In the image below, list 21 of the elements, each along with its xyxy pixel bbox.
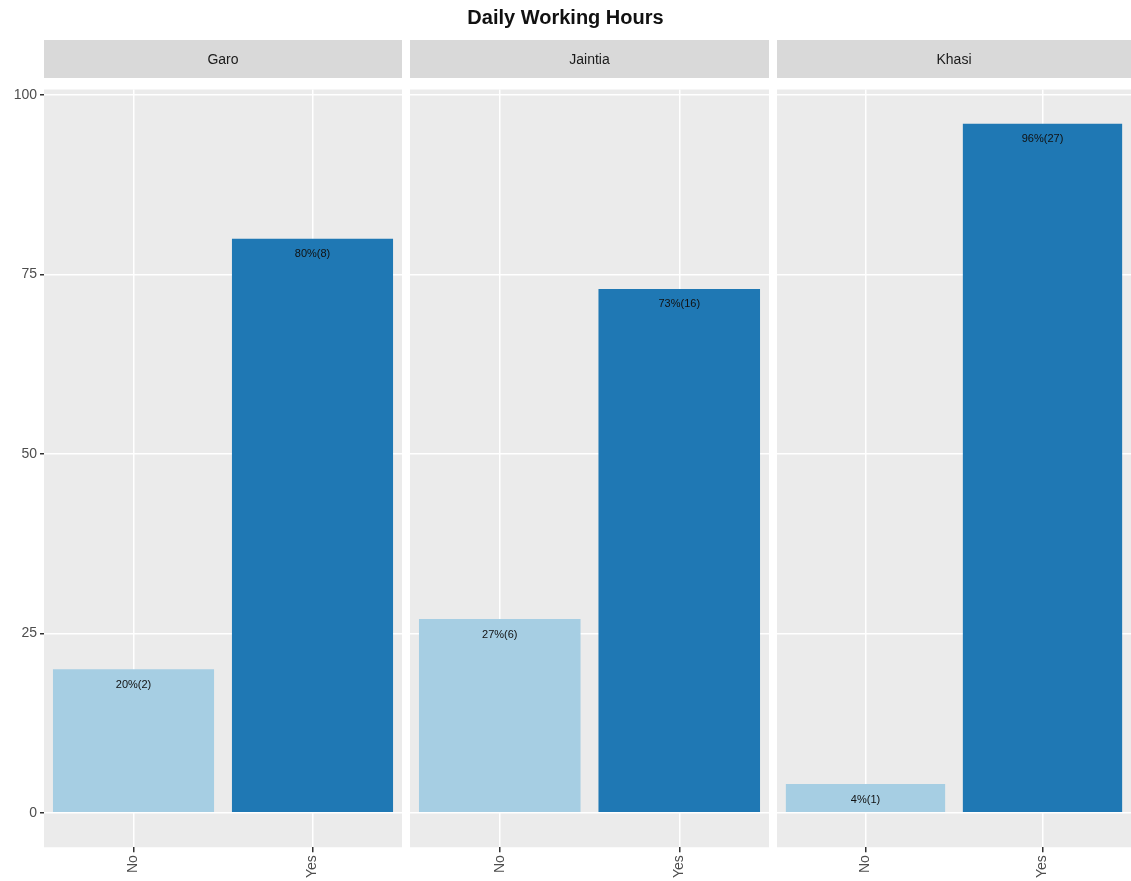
y-tick-label: 100 — [13, 86, 38, 102]
x-tick-label: Yes — [1033, 855, 1050, 878]
data-label: 96%(27) — [1021, 132, 1064, 145]
data-label: 4%(1) — [850, 792, 881, 805]
chart-subtitle: Khasi — [777, 40, 1131, 78]
data-label: 27%(6) — [482, 627, 518, 640]
data-label: 73%(16) — [658, 297, 701, 310]
x-tick-label: Yes — [303, 855, 320, 878]
x-tick-label: No — [490, 854, 507, 874]
x-tick-label: No — [856, 854, 873, 874]
y-tick-label: 50 — [21, 444, 38, 461]
chart-subtitle: Jaintia — [410, 40, 769, 78]
y-tick-label: 0 — [29, 803, 38, 820]
chart-subtitle: Garo — [44, 40, 402, 78]
x-tick-label: Yes — [670, 855, 687, 878]
y-tick-label: 25 — [21, 624, 38, 641]
chart-title: Daily Working Hours — [466, 6, 665, 29]
y-tick-label: 75 — [21, 265, 38, 282]
data-label: 20%(2) — [115, 677, 152, 690]
data-label: 80%(8) — [294, 247, 331, 260]
x-tick-label: No — [124, 854, 141, 874]
